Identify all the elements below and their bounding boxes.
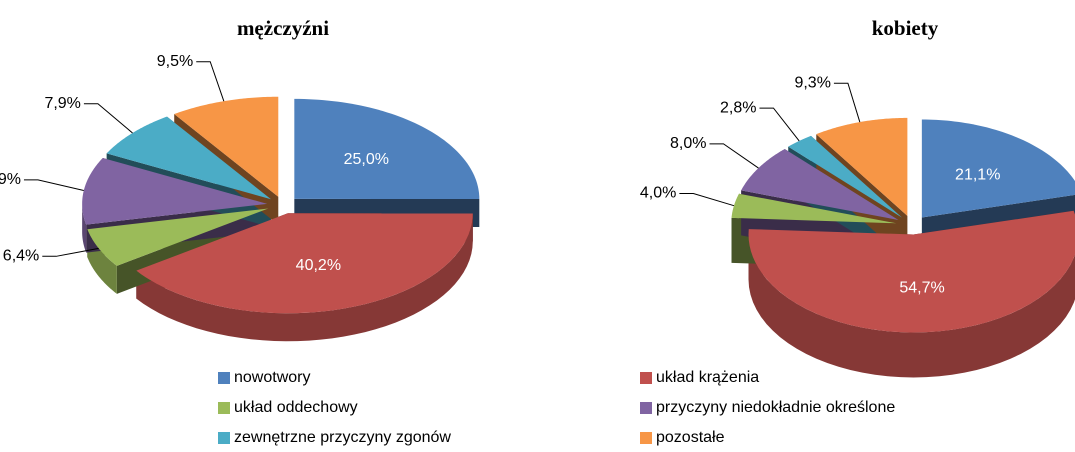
leader-line — [23, 179, 84, 192]
data-label: 7,9% — [44, 95, 80, 112]
data-label: 40,2% — [296, 257, 341, 274]
data-label: 21,1% — [955, 166, 1000, 183]
data-label: 8,0% — [670, 135, 706, 152]
pie-labels: 25,0% 40,2% 6,4% 10,9% 7,9% 9,5% — [0, 53, 389, 274]
data-label: 2,8% — [720, 99, 756, 116]
pie-tops — [731, 117, 1075, 333]
legend-label: pozostałe — [656, 429, 725, 446]
leader-line — [759, 107, 800, 142]
legend-label: przyczyny niedokładnie określone — [656, 399, 895, 416]
data-label: 6,4% — [3, 248, 39, 265]
pie-slice — [174, 96, 279, 197]
legend-swatch — [640, 372, 652, 384]
legend-swatch — [218, 372, 230, 384]
pie-slice — [731, 193, 897, 224]
data-label: 10,9% — [0, 171, 21, 188]
pie-slice — [741, 149, 899, 220]
pie-slice — [106, 116, 272, 200]
legend-swatch — [640, 432, 652, 444]
pie-slice — [816, 117, 908, 216]
pie-wall — [136, 213, 473, 342]
pie-labels: 21,1% 54,7% 4,0% 8,0% 2,8% 9,3% — [640, 74, 1001, 296]
data-label: 9,5% — [157, 53, 193, 70]
legend-swatch — [218, 402, 230, 414]
legend-label: zewnętrzne przyczyny zgonów — [234, 429, 451, 446]
pie-slice — [788, 135, 903, 218]
pie-tops — [82, 96, 480, 314]
legend-swatch — [640, 402, 652, 414]
data-label: 9,3% — [794, 74, 830, 91]
pie-slice — [136, 213, 473, 314]
legend-swatch — [218, 432, 230, 444]
legend-label: układ krążenia — [656, 369, 759, 386]
pie-slice — [748, 210, 1075, 333]
pie-wall — [748, 234, 1075, 378]
data-label: 4,0% — [640, 185, 676, 202]
data-label: 25,0% — [344, 151, 389, 168]
legend-label: układ oddechowy — [234, 399, 358, 416]
leader-line — [42, 247, 99, 257]
data-label: 54,7% — [899, 279, 944, 296]
pie-slice — [921, 119, 1075, 218]
leader-line — [83, 103, 133, 134]
pie-slice — [294, 98, 480, 200]
leader-line — [709, 143, 759, 169]
pie-slice — [82, 157, 268, 225]
chart-title: mężczyźni — [237, 16, 329, 40]
pie-slice — [87, 208, 269, 266]
pie-wall — [82, 203, 87, 253]
leader-line — [833, 82, 861, 123]
leader-line — [196, 61, 225, 102]
chart-title: kobiety — [872, 16, 939, 40]
legend-label: nowotwory — [234, 369, 310, 386]
leader-line — [679, 192, 735, 207]
